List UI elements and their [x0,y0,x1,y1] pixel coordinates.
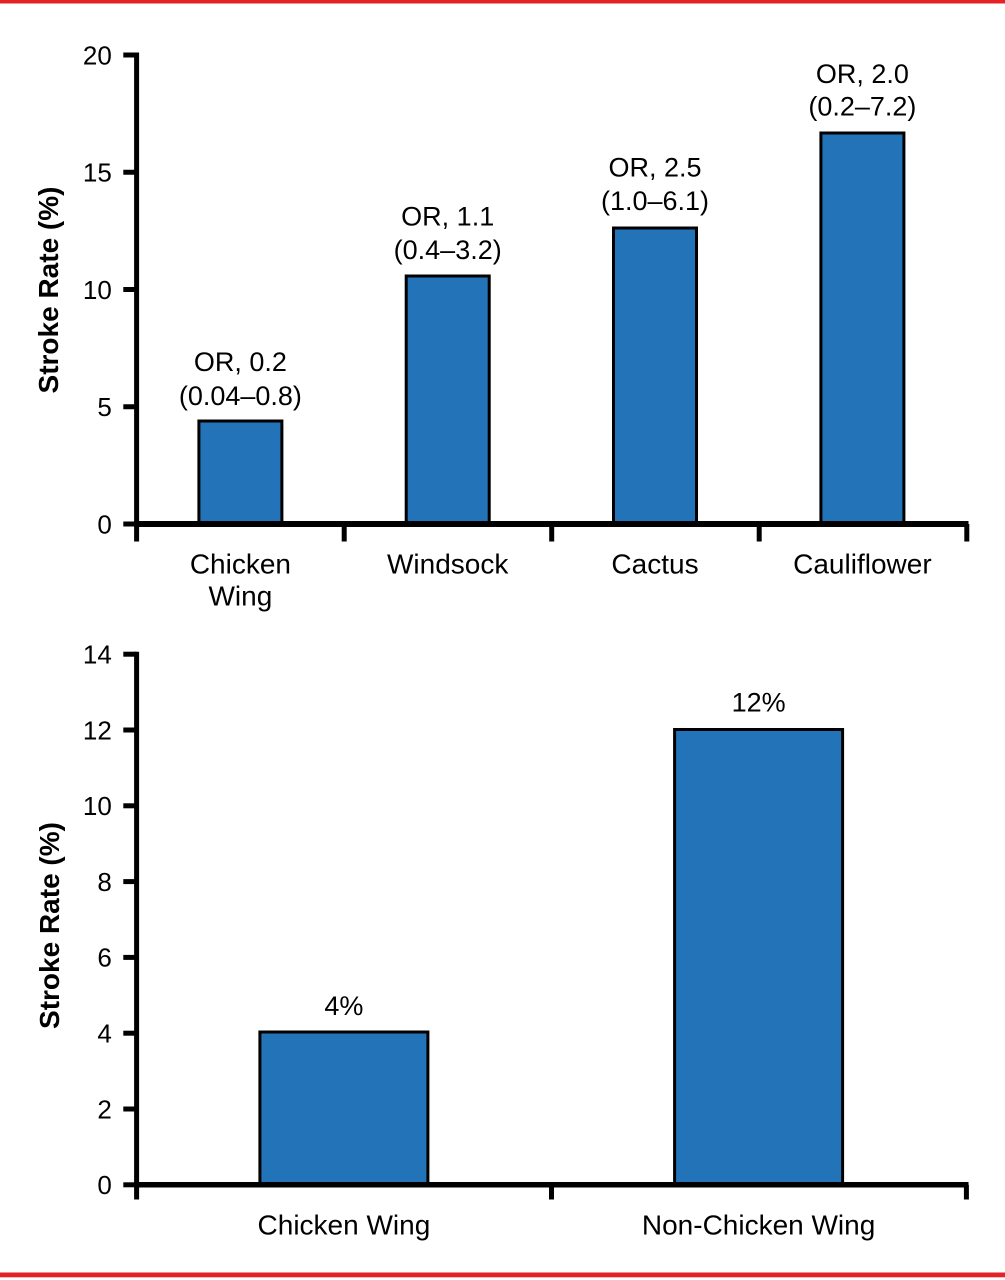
svg-text:20: 20 [83,40,112,70]
svg-text:Wing: Wing [209,581,273,612]
svg-text:(0.2–7.2): (0.2–7.2) [808,91,916,121]
svg-text:OR, 1.1: OR, 1.1 [401,202,494,232]
svg-text:Cauliflower: Cauliflower [793,549,932,580]
svg-text:OR, 2.5: OR, 2.5 [608,153,701,183]
svg-text:Non-Chicken Wing: Non-Chicken Wing [642,1209,875,1240]
svg-text:Cactus: Cactus [611,549,698,580]
svg-text:Stroke Rate (%): Stroke Rate (%) [33,187,64,394]
svg-text:10: 10 [83,275,112,305]
svg-text:(1.0–6.1): (1.0–6.1) [601,186,709,216]
svg-text:15: 15 [83,158,112,188]
svg-text:OR, 2.0: OR, 2.0 [816,59,909,89]
svg-text:OR, 0.2: OR, 0.2 [194,347,287,377]
svg-text:12: 12 [83,715,112,745]
svg-text:14: 14 [83,640,112,670]
svg-text:10: 10 [83,791,112,821]
svg-text:4%: 4% [324,991,363,1021]
svg-text:(0.4–3.2): (0.4–3.2) [394,235,502,265]
svg-text:0: 0 [97,509,111,539]
svg-text:6: 6 [97,943,111,973]
svg-text:2: 2 [97,1094,111,1124]
svg-text:Chicken: Chicken [190,549,291,580]
svg-text:Stroke Rate (%): Stroke Rate (%) [34,822,65,1029]
svg-text:0: 0 [97,1170,111,1200]
svg-text:5: 5 [97,392,111,422]
svg-text:4: 4 [97,1019,111,1049]
svg-text:(0.04–0.8): (0.04–0.8) [179,381,302,411]
svg-text:12%: 12% [732,688,786,718]
svg-text:Chicken Wing: Chicken Wing [258,1209,431,1240]
svg-text:8: 8 [97,867,111,897]
svg-text:Windsock: Windsock [387,549,509,580]
